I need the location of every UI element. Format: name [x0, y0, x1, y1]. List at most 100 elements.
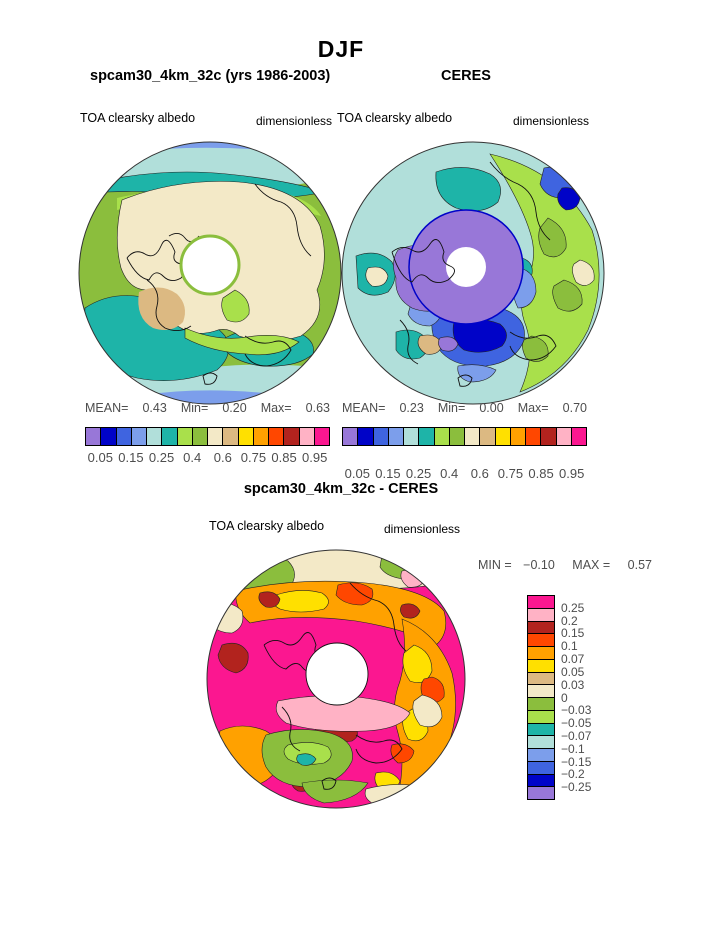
colorbar-segment	[299, 428, 315, 445]
colorbar-tick-label: 0.05	[344, 466, 370, 481]
diff-colorbar-segment	[528, 659, 554, 673]
diff-colorbar-label: −0.1	[561, 741, 585, 756]
colorbar-segment	[343, 428, 359, 445]
colorbar-segment	[404, 428, 420, 445]
diff-colorbar-label: −0.2	[561, 767, 585, 782]
diff-colorbar-label: 0	[561, 690, 568, 705]
diff-colorbar-label: 0.07	[561, 652, 585, 667]
model-field-label: TOA clearsky albedo	[80, 111, 196, 125]
model-max-value: 0.63	[305, 401, 330, 415]
colorbar-tick-label: 0.6	[470, 466, 489, 481]
colorbar-tick-label: 0.4	[440, 466, 459, 481]
obs-colorbar	[342, 427, 587, 446]
diff-colorbar-label: 0.2	[561, 613, 578, 628]
colorbar-segment	[465, 428, 481, 445]
obs-panel-title: CERES	[441, 68, 491, 84]
diff-colorbar-segment	[528, 647, 554, 660]
colorbar-tick-label: 0.4	[183, 450, 202, 465]
colorbar-tick-label: 0.05	[87, 450, 113, 465]
colorbar-segment	[223, 428, 239, 445]
model-stats: MEAN= 0.43 Min= 0.20 Max= 0.63	[85, 401, 330, 415]
colorbar-tick-label: 0.25	[405, 466, 432, 481]
diff-colorbar-label: −0.25	[561, 780, 592, 795]
colorbar-segment	[147, 428, 163, 445]
diff-colorbar-label: −0.07	[561, 728, 592, 743]
obs-min-value: 0.00	[479, 401, 504, 415]
diff-panel-title: spcam30_4km_32c - CERES	[243, 481, 439, 497]
obs-max-value: 0.70	[562, 401, 587, 415]
colorbar-segment	[510, 428, 526, 445]
diff-max-label: MAX =	[572, 558, 611, 572]
season-title: DJF	[317, 36, 365, 62]
colorbar-segment	[269, 428, 285, 445]
model-max-label: Max=	[260, 401, 292, 415]
colorbar-tick-label: 0.6	[213, 450, 232, 465]
diff-colorbar-segment	[528, 761, 554, 775]
diff-field-label: TOA clearsky albedo	[209, 519, 325, 533]
obs-colorbar-ticks: 0.05 0.15 0.25 0.4 0.6 0.75 0.85 0.95	[342, 463, 589, 481]
colorbar-segment	[526, 428, 542, 445]
colorbar-segment	[177, 428, 193, 445]
colorbar-segment	[358, 428, 374, 445]
colorbar-segment	[253, 428, 269, 445]
colorbar-segment	[434, 428, 450, 445]
colorbar-segment	[86, 428, 102, 445]
diff-colorbar-segment	[528, 634, 554, 647]
model-mean-label: MEAN=	[85, 401, 129, 415]
colorbar-segment	[388, 428, 404, 445]
diff-colorbar-label: −0.15	[561, 754, 592, 769]
diff-colorbar-segment	[528, 685, 554, 698]
diff-colorbar-segment	[528, 749, 554, 762]
model-units-label: dimensionless	[256, 114, 333, 128]
obs-units-label: dimensionless	[513, 114, 590, 128]
obs-field-label: TOA clearsky albedo	[337, 111, 453, 125]
model-colorbar-ticks: 0.05 0.15 0.25 0.4 0.6 0.75 0.85 0.95	[85, 447, 332, 465]
colorbar-tick-label: 0.15	[118, 450, 144, 465]
diff-colorbar-label: 0.15	[561, 626, 585, 641]
colorbar-segment	[480, 428, 496, 445]
diff-colorbar-segment	[528, 710, 554, 724]
colorbar-segment	[284, 428, 300, 445]
difference-map	[206, 549, 466, 809]
diff-colorbar-label: 0.1	[561, 639, 578, 654]
diff-colorbar-label: −0.03	[561, 703, 592, 718]
colorbar-segment	[162, 428, 178, 445]
diff-min-value: −0.10	[523, 558, 555, 572]
colorbar-segment	[101, 428, 117, 445]
diff-colorbar-segment	[528, 596, 554, 609]
colorbar-segment	[556, 428, 572, 445]
colorbar-tick-label: 0.75	[240, 450, 267, 465]
model-min-value: 0.20	[222, 401, 247, 415]
colorbar-tick-label: 0.15	[375, 466, 401, 481]
diff-colorbar-segment	[528, 723, 554, 737]
colorbar-segment	[238, 428, 254, 445]
diff-colorbar-segment	[528, 774, 554, 788]
colorbar-segment	[131, 428, 147, 445]
diff-units-label: dimensionless	[384, 522, 461, 536]
colorbar-tick-label: 0.85	[271, 450, 297, 465]
diff-colorbar-label: −0.05	[561, 716, 592, 731]
colorbar-tick-label: 0.25	[148, 450, 175, 465]
diff-colorbar-label: 0.03	[561, 677, 585, 692]
colorbar-segment	[314, 428, 329, 445]
diff-max-value: 0.57	[627, 558, 652, 572]
obs-min-label: Min=	[437, 401, 466, 415]
obs-mean-label: MEAN=	[342, 401, 386, 415]
diff-colorbar-segment	[528, 621, 554, 635]
model-mean-value: 0.43	[142, 401, 167, 415]
diff-min-label: MIN =	[478, 558, 512, 572]
colorbar-segment	[419, 428, 435, 445]
colorbar-segment	[373, 428, 389, 445]
colorbar-tick-label: 0.75	[497, 466, 524, 481]
diff-colorbar-segment	[528, 787, 554, 799]
colorbar-tick-label: 0.95	[559, 466, 585, 481]
model-panel-title: spcam30_4km_32c (yrs 1986-2003)	[90, 68, 331, 84]
diff-colorbar-label: 0.05	[561, 664, 585, 679]
diff-colorbar-labels: 0.25 0.2 0.15 0.1 0.07 0.05 0.03 0 −0.03 −0.05 −0.…	[561, 595, 621, 800]
colorbar-segment	[208, 428, 224, 445]
ceres-map	[341, 141, 605, 405]
diff-colorbar-label: 0.25	[561, 600, 585, 615]
colorbar-segment	[571, 428, 586, 445]
colorbar-segment	[116, 428, 132, 445]
